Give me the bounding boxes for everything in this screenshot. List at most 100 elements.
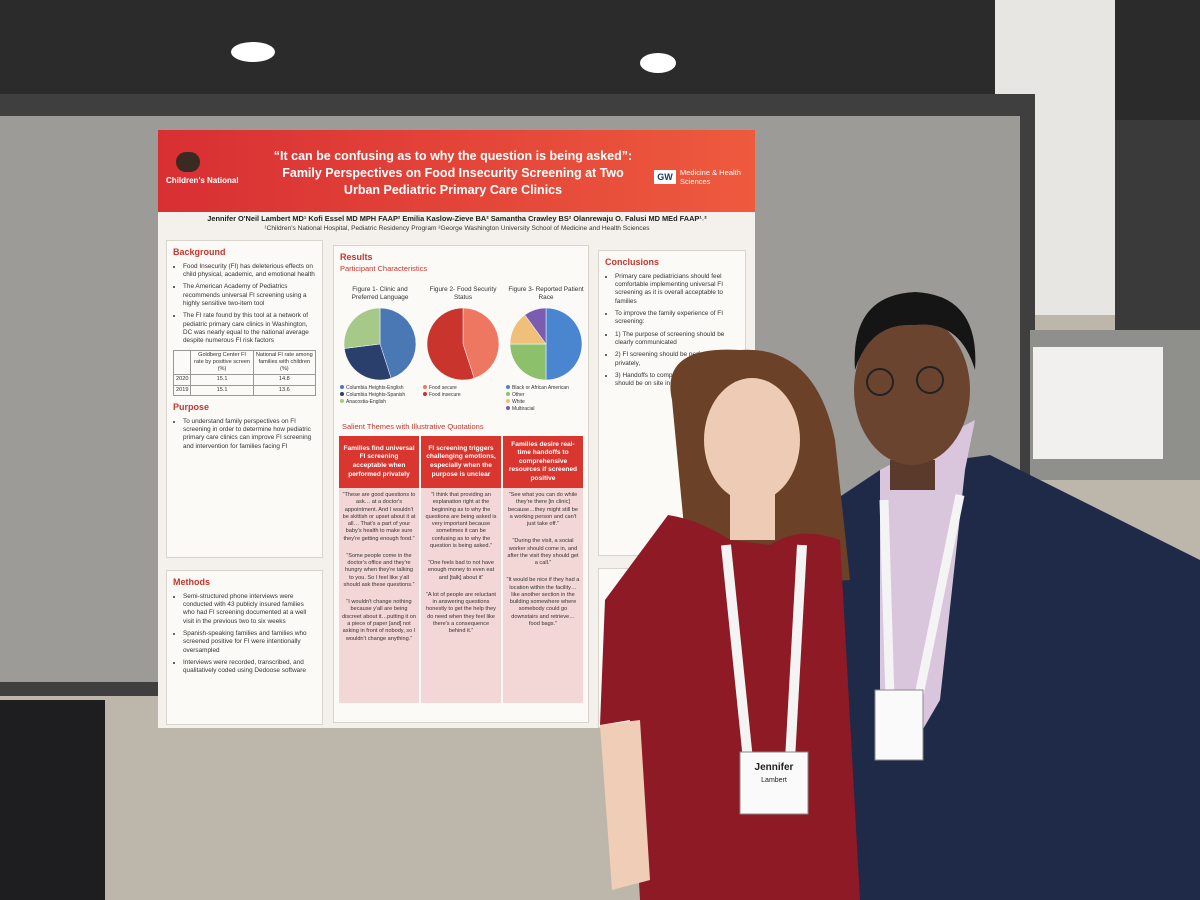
bullet: To understand family perspectives on FI … (183, 418, 316, 451)
bullet: To improve the family experience of FI s… (615, 310, 739, 327)
theme-column: Families find universal FI screening acc… (339, 436, 419, 703)
neighbor-poster (1033, 347, 1163, 459)
bullet: Interviews were recorded, transcribed, a… (183, 659, 316, 676)
legend-label: Anacostia-English (346, 399, 387, 406)
quote: “A lot of people are reluctant in answer… (426, 591, 496, 635)
woman-neck (730, 490, 775, 540)
glasses (916, 366, 944, 394)
legend-entry: Columbia Heights-Spanish (340, 392, 420, 399)
bullet-list: Food Insecurity (FI) has deleterious eff… (173, 263, 316, 346)
fi-table: Goldberg Center FI rate by positive scre… (172, 349, 317, 396)
legend-entry: Columbia Heights-English (340, 385, 420, 392)
bullet: Spanish-speaking families and families w… (183, 630, 316, 655)
quote: “One feels bad to not have enough money … (427, 560, 495, 581)
section-heading: Methods (173, 577, 210, 587)
quote: “It would be nice if they had a location… (506, 577, 580, 627)
pie-slice (509, 343, 547, 381)
legend-entry: Other (506, 392, 586, 399)
theme-column: FI screening triggers challenging emotio… (421, 436, 501, 703)
woman-arm (600, 720, 650, 890)
legend-entry: Food secure (423, 385, 503, 392)
legend-label: Black or African American (512, 385, 569, 392)
quote: “These are good questions to ask… at a d… (342, 492, 416, 542)
pie-slice (545, 307, 583, 381)
man-neck (890, 460, 935, 490)
section-heading: Conclusions (605, 257, 660, 267)
bullet: Semi-structured phone interviews were co… (183, 593, 316, 626)
pie-slice (344, 343, 392, 381)
glasses (866, 368, 894, 396)
affiliations: ¹Children's National Hospital, Pediatric… (264, 225, 650, 232)
quote: “I wouldn't change nothing because y'all… (342, 599, 417, 642)
bullet-list: To understand family perspectives on FI … (173, 418, 316, 451)
legend-entry: Anacostia-English (340, 399, 420, 406)
table-header-cell: National FI rate among families with chi… (252, 349, 317, 376)
table-cell: 13.6 (252, 384, 317, 396)
legend-entry: Black or African American (506, 385, 586, 392)
table-cell: 2019 (172, 384, 192, 396)
figure-title: Figure 3- Reported Patient Race (508, 286, 584, 302)
pie-slice (462, 307, 500, 379)
section-heading: Purpose (173, 401, 210, 412)
bullet: 1) The purpose of screening should be cl… (615, 331, 739, 348)
theme-heading: Families find universal FI screening acc… (339, 436, 419, 488)
authors: Jennifer O'Neil Lambert MD¹ Kofi Essel M… (207, 214, 707, 223)
badge-surname: Lambert (761, 777, 787, 784)
theme-heading: FI screening triggers challenging emotio… (421, 436, 501, 488)
org-name: Children's National (166, 176, 239, 185)
legend-label: Columbia Heights-English (346, 385, 404, 392)
quotes: “See what you can do while they're there… (503, 488, 583, 703)
figure: Figure 1- Clinic and Preferred Language C… (340, 286, 420, 406)
legend-swatch (423, 392, 427, 397)
legend: Black or African American Other White Multi… (506, 385, 586, 413)
badge (874, 689, 924, 761)
legend-swatch (506, 392, 510, 397)
methods-section: Methods Semi-structured phone interviews … (166, 570, 323, 725)
legend-entry: Multiracial (506, 406, 586, 413)
man-hair (854, 292, 976, 370)
legend: Food secure Food insecure (423, 385, 503, 399)
pie-chart (343, 307, 417, 381)
gw-logo: GW (654, 170, 676, 184)
results-section: Results Participant Characteristics Figure… (333, 245, 589, 723)
quote: “During the visit, a social worker shoul… (507, 538, 579, 567)
lanyard (879, 494, 965, 701)
badge (739, 751, 809, 815)
legend-entry: Food insecure (423, 392, 503, 399)
subheading: Participant Characteristics (340, 263, 428, 273)
legend-swatch (506, 399, 510, 404)
legend-swatch (506, 385, 510, 390)
pie-slice (343, 307, 381, 349)
woman-face (704, 378, 800, 502)
poster-title: “It can be confusing as to why the quest… (273, 149, 633, 197)
legend-swatch (340, 399, 344, 404)
legend-label: Food secure (429, 385, 457, 392)
theme-heading: Families desire real-time handoffs to co… (503, 436, 583, 488)
person-left (0, 700, 105, 900)
table-row: 2019 15.1 13.6 (172, 384, 317, 396)
bear-logo (176, 152, 200, 172)
figure: Figure 3- Reported Patient Race Black or … (506, 286, 586, 413)
legend-label: Multiracial (512, 406, 535, 413)
legend-swatch (506, 406, 510, 411)
bullet: The FI rate found by this tool at a netw… (183, 312, 316, 345)
quotes: “I think that providing an explanation r… (421, 488, 501, 703)
bullet: The American Academy of Pediatrics recom… (183, 283, 316, 308)
quote: “See what you can do while they're there… (508, 492, 578, 528)
lanyard (721, 544, 807, 761)
legend-swatch (340, 385, 344, 390)
pie-slice (426, 307, 475, 381)
theme-column: Families desire real-time handoffs to co… (503, 436, 583, 703)
bullet: 2) FI screening should be performed priv… (615, 351, 739, 368)
themes-heading: Salient Themes with Illustrative Quotati… (342, 422, 484, 431)
figure-title: Figure 1- Clinic and Preferred Language (351, 286, 409, 302)
hall-wall (1115, 120, 1200, 330)
section-heading: Results (340, 252, 373, 262)
bullet: Food Insecurity (FI) has deleterious eff… (183, 263, 316, 280)
ceiling-light (231, 42, 275, 62)
figure: Figure 2- Food Security Status Food secur… (423, 286, 503, 399)
partner-name: Medicine & Health Sciences (680, 168, 741, 186)
bullet-list: Semi-structured phone interviews were co… (173, 593, 316, 676)
